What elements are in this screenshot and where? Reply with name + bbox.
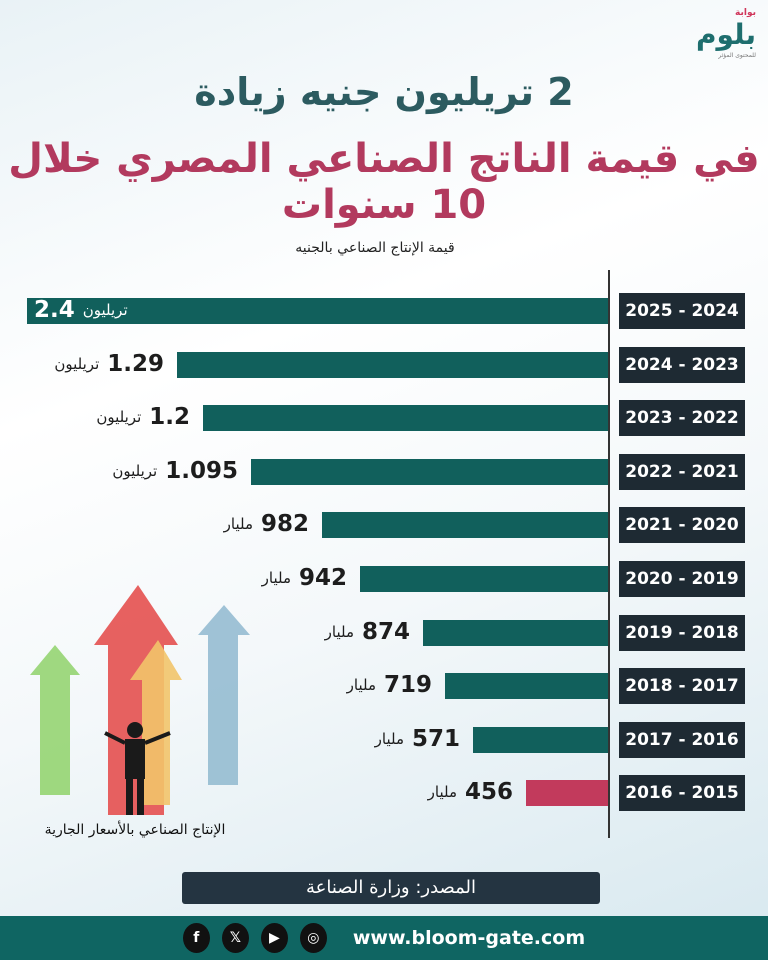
bar-row: مليار 982 2021 - 2020 — [0, 507, 768, 544]
bar — [423, 619, 608, 646]
value-label: مليار 571 — [375, 724, 460, 754]
year-label: 2017 - 2016 — [619, 721, 745, 758]
website-link[interactable]: www.bloom-gate.com — [352, 927, 586, 949]
value-label: مليار 719 — [347, 670, 432, 700]
bar-row: مليار 456 2016 - 2015 — [0, 775, 768, 812]
bar — [445, 673, 608, 700]
bar-row: تريليون 1.095 2022 - 2021 — [0, 453, 768, 490]
chart-axis-line — [608, 270, 610, 838]
bar-row: مليار 942 2020 - 2019 — [0, 561, 768, 597]
bar-row: مليار 874 2019 - 2018 — [0, 614, 768, 651]
bar — [322, 512, 608, 539]
bar — [177, 351, 608, 378]
value-unit: تريليون — [96, 408, 142, 427]
logo-tagline: للمحتوى المؤثر — [718, 52, 756, 59]
value-number: 942 — [298, 565, 347, 591]
title-line-2: في قيمة الناتج الصناعي المصري خلال 10 سن… — [8, 136, 760, 228]
bar-row: تريليون 1.2 2023 - 2022 — [0, 400, 768, 437]
value-number: 719 — [383, 672, 432, 699]
value-number: 874 — [361, 618, 410, 645]
value-unit: مليار — [427, 783, 457, 802]
arrow-blue — [198, 605, 250, 785]
year-label: 2020 - 2019 — [619, 561, 745, 597]
year-label: 2021 - 2020 — [619, 507, 745, 544]
value-label: مليار 942 — [262, 563, 347, 593]
value-number: 1.29 — [107, 350, 164, 377]
bloom-logo: بوابة بلوم للمحتوى المؤثر — [656, 8, 756, 68]
year-label: 2023 - 2022 — [619, 400, 745, 437]
instagram-icon[interactable]: ◎ — [299, 923, 327, 953]
value-label: تريليون 1.2 — [96, 402, 190, 432]
bar — [526, 780, 608, 807]
chart-title: قيمة الإنتاج الصناعي بالجنيه — [295, 240, 455, 256]
bar — [473, 726, 608, 753]
year-label: 2016 - 2015 — [619, 775, 745, 812]
value-unit: مليار — [223, 515, 253, 534]
value-number: 456 — [464, 779, 513, 806]
x-icon[interactable]: 𝕏 — [221, 923, 249, 953]
value-unit: مليار — [346, 676, 376, 695]
value-unit: تريليون — [54, 354, 100, 373]
source-label: المصدر: وزارة الصناعة — [182, 872, 600, 904]
year-label: 2022 - 2021 — [619, 453, 745, 490]
value-label: تريليون 2.4 — [34, 295, 128, 325]
year-label: 2025 - 2024 — [619, 293, 745, 329]
bar-row: مليار 571 2017 - 2016 — [0, 721, 768, 758]
youtube-icon[interactable]: ▶ — [260, 923, 288, 953]
value-label: تريليون 1.095 — [112, 456, 238, 486]
value-label: تريليون 1.29 — [54, 349, 164, 379]
year-label: 2024 - 2023 — [619, 346, 745, 383]
value-label: مليار 982 — [224, 509, 309, 539]
facebook-icon[interactable]: f — [182, 923, 210, 953]
bar — [203, 405, 608, 432]
arrow-green — [30, 645, 80, 795]
value-label: مليار 874 — [325, 617, 410, 647]
businessman-icon — [104, 722, 171, 815]
year-label: 2019 - 2018 — [619, 614, 745, 651]
value-unit: مليار — [324, 622, 354, 641]
value-number: 2.4 — [34, 297, 75, 323]
value-number: 1.2 — [149, 404, 190, 431]
bar — [360, 566, 608, 592]
value-number: 1.095 — [165, 457, 238, 484]
bar-row: تريليون 2.4 2025 - 2024 — [0, 293, 768, 329]
value-unit: مليار — [374, 729, 404, 748]
value-unit: تريليون — [112, 461, 158, 480]
logo-small-text: بوابة — [735, 8, 756, 18]
title-line-1: 2 تريليون جنيه زيادة — [194, 70, 574, 114]
rising-arrows-illustration — [30, 585, 250, 815]
logo-name: بلوم — [695, 18, 756, 51]
value-number: 982 — [260, 511, 309, 538]
bar-row: مليار 719 2018 - 2017 — [0, 668, 768, 705]
bar-row: تريليون 1.29 2024 - 2023 — [0, 346, 768, 383]
year-label: 2018 - 2017 — [619, 668, 745, 705]
value-unit: مليار — [261, 569, 291, 587]
footer: f 𝕏 ▶ ◎ www.bloom-gate.com — [0, 916, 768, 960]
bar — [27, 298, 608, 324]
value-label: مليار 456 — [428, 777, 513, 807]
chart-caption: الإنتاج الصناعي بالأسعار الجارية — [44, 822, 226, 838]
bar — [251, 458, 608, 485]
value-unit: تريليون — [82, 301, 128, 319]
value-number: 571 — [411, 725, 460, 752]
